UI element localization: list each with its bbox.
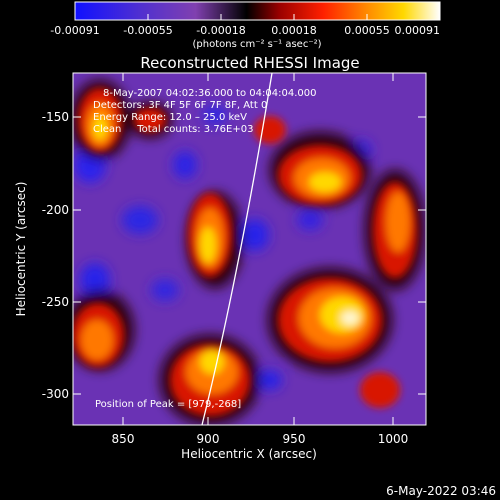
colorbar-tick-label: -0.00091 [50,24,99,37]
x-tick-label: 1000 [378,432,409,446]
colorbar-tick-label: 0.00091 [395,24,441,37]
x-axis-ticks [122,73,394,425]
y-axis-label: Heliocentric Y (arcsec) [14,182,28,317]
x-tick-label: 850 [112,432,135,446]
footer-timestamp: 6-May-2022 03:46 [386,484,496,498]
y-tick-label: -300 [42,387,69,401]
time-range-text: 8-May-2007 04:02:36.000 to 04:04:04.000 [103,88,316,99]
y-tick-label: -250 [42,295,69,309]
colorbar [74,1,441,21]
colorbar-tick-label: 0.00018 [271,24,317,37]
energy-range-text: Energy Range: 12.0 – 25.0 keV [93,112,247,123]
plot-frame [72,72,427,426]
solar-limb-line [201,73,273,425]
x-tick-label: 900 [197,432,220,446]
x-axis-label: Heliocentric X (arcsec) [181,447,317,461]
colorbar-ticks [74,14,441,20]
y-axis-ticks [73,116,426,395]
rhessi-image [73,73,426,425]
colorbar-units: (photons cm⁻² s⁻¹ asec⁻²) [192,39,321,50]
detectors-text: Detectors: 3F 4F 5F 6F 7F 8F, Att 0 [93,100,267,111]
colorbar-tick-label: -0.00018 [196,24,245,37]
clean-counts-text: Clean Total counts: 3.76E+03 [93,124,253,135]
colorbar-tick-label: -0.00055 [123,24,172,37]
x-tick-label: 950 [283,432,306,446]
peak-position-text: Position of Peak = [979,-268] [95,399,241,410]
y-tick-label: -200 [42,203,69,217]
plot-title: Reconstructed RHESSI Image [140,54,359,72]
y-tick-label: -150 [42,110,69,124]
colorbar-tick-label: 0.00055 [344,24,390,37]
